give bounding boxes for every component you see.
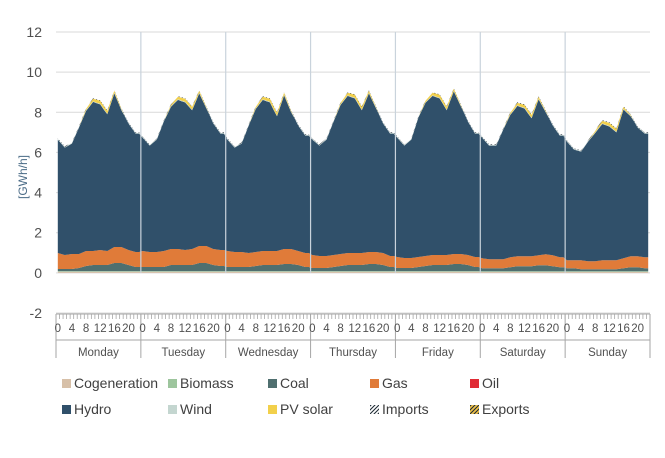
- x-hour-label: 16: [532, 323, 545, 335]
- x-hour-label: 8: [337, 323, 343, 335]
- x-hour-label: 4: [578, 323, 585, 335]
- x-hour-label: 0: [394, 323, 400, 335]
- legend-label: Exports: [482, 401, 529, 417]
- y-tick-label: 10: [26, 64, 42, 80]
- legend-swatch-hydro: [62, 405, 71, 414]
- legend-label: Wind: [180, 401, 212, 417]
- y-tick-label: 12: [26, 24, 42, 40]
- legend-swatch-imports: [370, 405, 379, 414]
- x-hour-label: 4: [323, 323, 330, 335]
- legend-swatch-oil: [470, 379, 479, 388]
- area-series-gas: [57, 246, 649, 270]
- x-hour-label: 12: [348, 323, 361, 335]
- x-hour-label: 8: [592, 323, 598, 335]
- x-hour-label: 16: [278, 323, 291, 335]
- x-hour-label: 0: [309, 323, 315, 335]
- area-series-coal: [57, 263, 649, 272]
- area-series-hydro: [57, 91, 649, 262]
- x-hour-label: 12: [94, 323, 107, 335]
- x-day-label: Saturday: [500, 347, 546, 359]
- legend-label: Cogeneration: [74, 375, 158, 391]
- y-tick-label: 4: [34, 185, 42, 201]
- x-hour-label: 4: [154, 323, 161, 335]
- x-hour-label: 20: [122, 323, 135, 335]
- legend-label: Gas: [382, 375, 408, 391]
- x-hour-label: 8: [422, 323, 428, 335]
- x-hour-label: 12: [433, 323, 446, 335]
- x-hour-label: 0: [224, 323, 230, 335]
- x-hour-label: 12: [264, 323, 277, 335]
- x-hour-label: 12: [518, 323, 531, 335]
- y-tick-label: 0: [34, 265, 42, 281]
- legend-label: PV solar: [280, 401, 333, 417]
- legend-label: Oil: [482, 375, 499, 391]
- x-hour-label: 12: [603, 323, 616, 335]
- x-hour-label: 16: [193, 323, 206, 335]
- x-day-label: Friday: [422, 347, 454, 359]
- x-day-label: Thursday: [329, 347, 377, 359]
- x-hour-label: 16: [447, 323, 460, 335]
- x-hour-label: 20: [292, 323, 305, 335]
- legend-label: Imports: [382, 401, 429, 417]
- legend-label: Biomass: [180, 375, 234, 391]
- x-hour-label: 20: [631, 323, 644, 335]
- stacked-areas: [57, 32, 649, 273]
- x-day-label: Monday: [78, 347, 119, 359]
- x-hour-label: 0: [564, 323, 570, 335]
- legend-swatch-wind: [168, 405, 177, 414]
- area-series-cogeneration: [57, 271, 649, 273]
- x-hour-label: 8: [168, 323, 174, 335]
- x-hour-label: 8: [83, 323, 89, 335]
- y-tick-label: 2: [34, 225, 42, 241]
- x-hour-label: 20: [377, 323, 390, 335]
- y-tick-label: 6: [34, 144, 42, 160]
- y-axis-label: [GWh/h]: [16, 155, 30, 199]
- x-day-label: Tuesday: [161, 347, 205, 359]
- x-hour-label: 0: [479, 323, 485, 335]
- legend-label: Hydro: [74, 401, 112, 417]
- area-series-wind: [57, 90, 649, 152]
- legend-swatch-biomass: [168, 379, 177, 388]
- legend-swatch-exports: [470, 405, 479, 414]
- x-hour-label: 16: [617, 323, 630, 335]
- x-day-label: Sunday: [588, 347, 627, 359]
- legend-swatch-cogeneration: [62, 379, 71, 388]
- legend-label: Coal: [280, 375, 309, 391]
- x-hour-label: 4: [493, 323, 500, 335]
- x-hour-label: 12: [179, 323, 192, 335]
- x-hour-label: 16: [108, 323, 121, 335]
- legend-swatch-gas: [370, 379, 379, 388]
- x-hour-label: 20: [462, 323, 475, 335]
- y-tick-label: 8: [34, 104, 42, 120]
- x-hour-label: 4: [408, 323, 415, 335]
- legend-swatch-pv-solar: [268, 405, 277, 414]
- x-hour-label: 20: [546, 323, 559, 335]
- x-hour-label: 8: [253, 323, 259, 335]
- x-hour-label: 0: [139, 323, 145, 335]
- legend: Cogeneration Biomass Coal Gas Oil Hydro Wind PV…: [62, 375, 529, 417]
- legend-swatch-coal: [268, 379, 277, 388]
- x-hour-label: 0: [55, 323, 61, 335]
- x-hour-label: 4: [69, 323, 76, 335]
- x-hour-label: 20: [207, 323, 220, 335]
- x-hour-label: 8: [507, 323, 513, 335]
- y-tick-label: -2: [30, 305, 43, 321]
- x-hour-label: 16: [363, 323, 376, 335]
- x-hour-label: 4: [238, 323, 245, 335]
- x-day-label: Wednesday: [238, 347, 299, 359]
